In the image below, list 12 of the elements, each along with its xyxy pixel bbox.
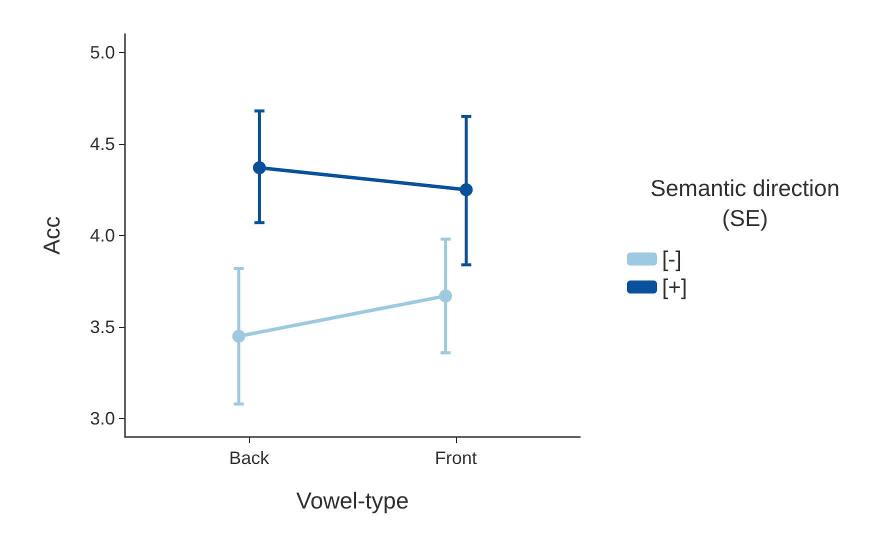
x-tick-label: Front xyxy=(434,448,477,468)
y-tick-label: 3.5 xyxy=(90,317,115,338)
x-tick-label: Back xyxy=(229,448,270,468)
legend-label: [+] xyxy=(662,274,688,300)
y-tick-label: 4.0 xyxy=(90,226,115,246)
y-tick-label: 4.5 xyxy=(90,134,115,154)
y-tick-label: 5.0 xyxy=(90,42,115,62)
x-axis-title: Vowel-type xyxy=(296,488,409,514)
legend-label: [-] xyxy=(662,246,682,272)
y-axis-title: Acc xyxy=(38,216,64,255)
y-tick-label: 3.0 xyxy=(90,408,115,429)
legend-title: Semantic direction (SE) xyxy=(650,175,840,231)
